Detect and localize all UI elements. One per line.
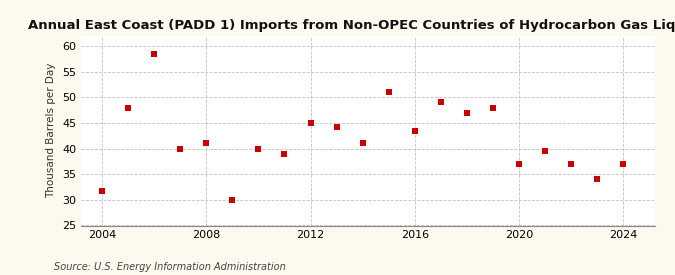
Y-axis label: Thousand Barrels per Day: Thousand Barrels per Day — [47, 63, 57, 198]
Title: Annual East Coast (PADD 1) Imports from Non-OPEC Countries of Hydrocarbon Gas Li: Annual East Coast (PADD 1) Imports from … — [28, 19, 675, 32]
Text: Source: U.S. Energy Information Administration: Source: U.S. Energy Information Administ… — [54, 262, 286, 272]
